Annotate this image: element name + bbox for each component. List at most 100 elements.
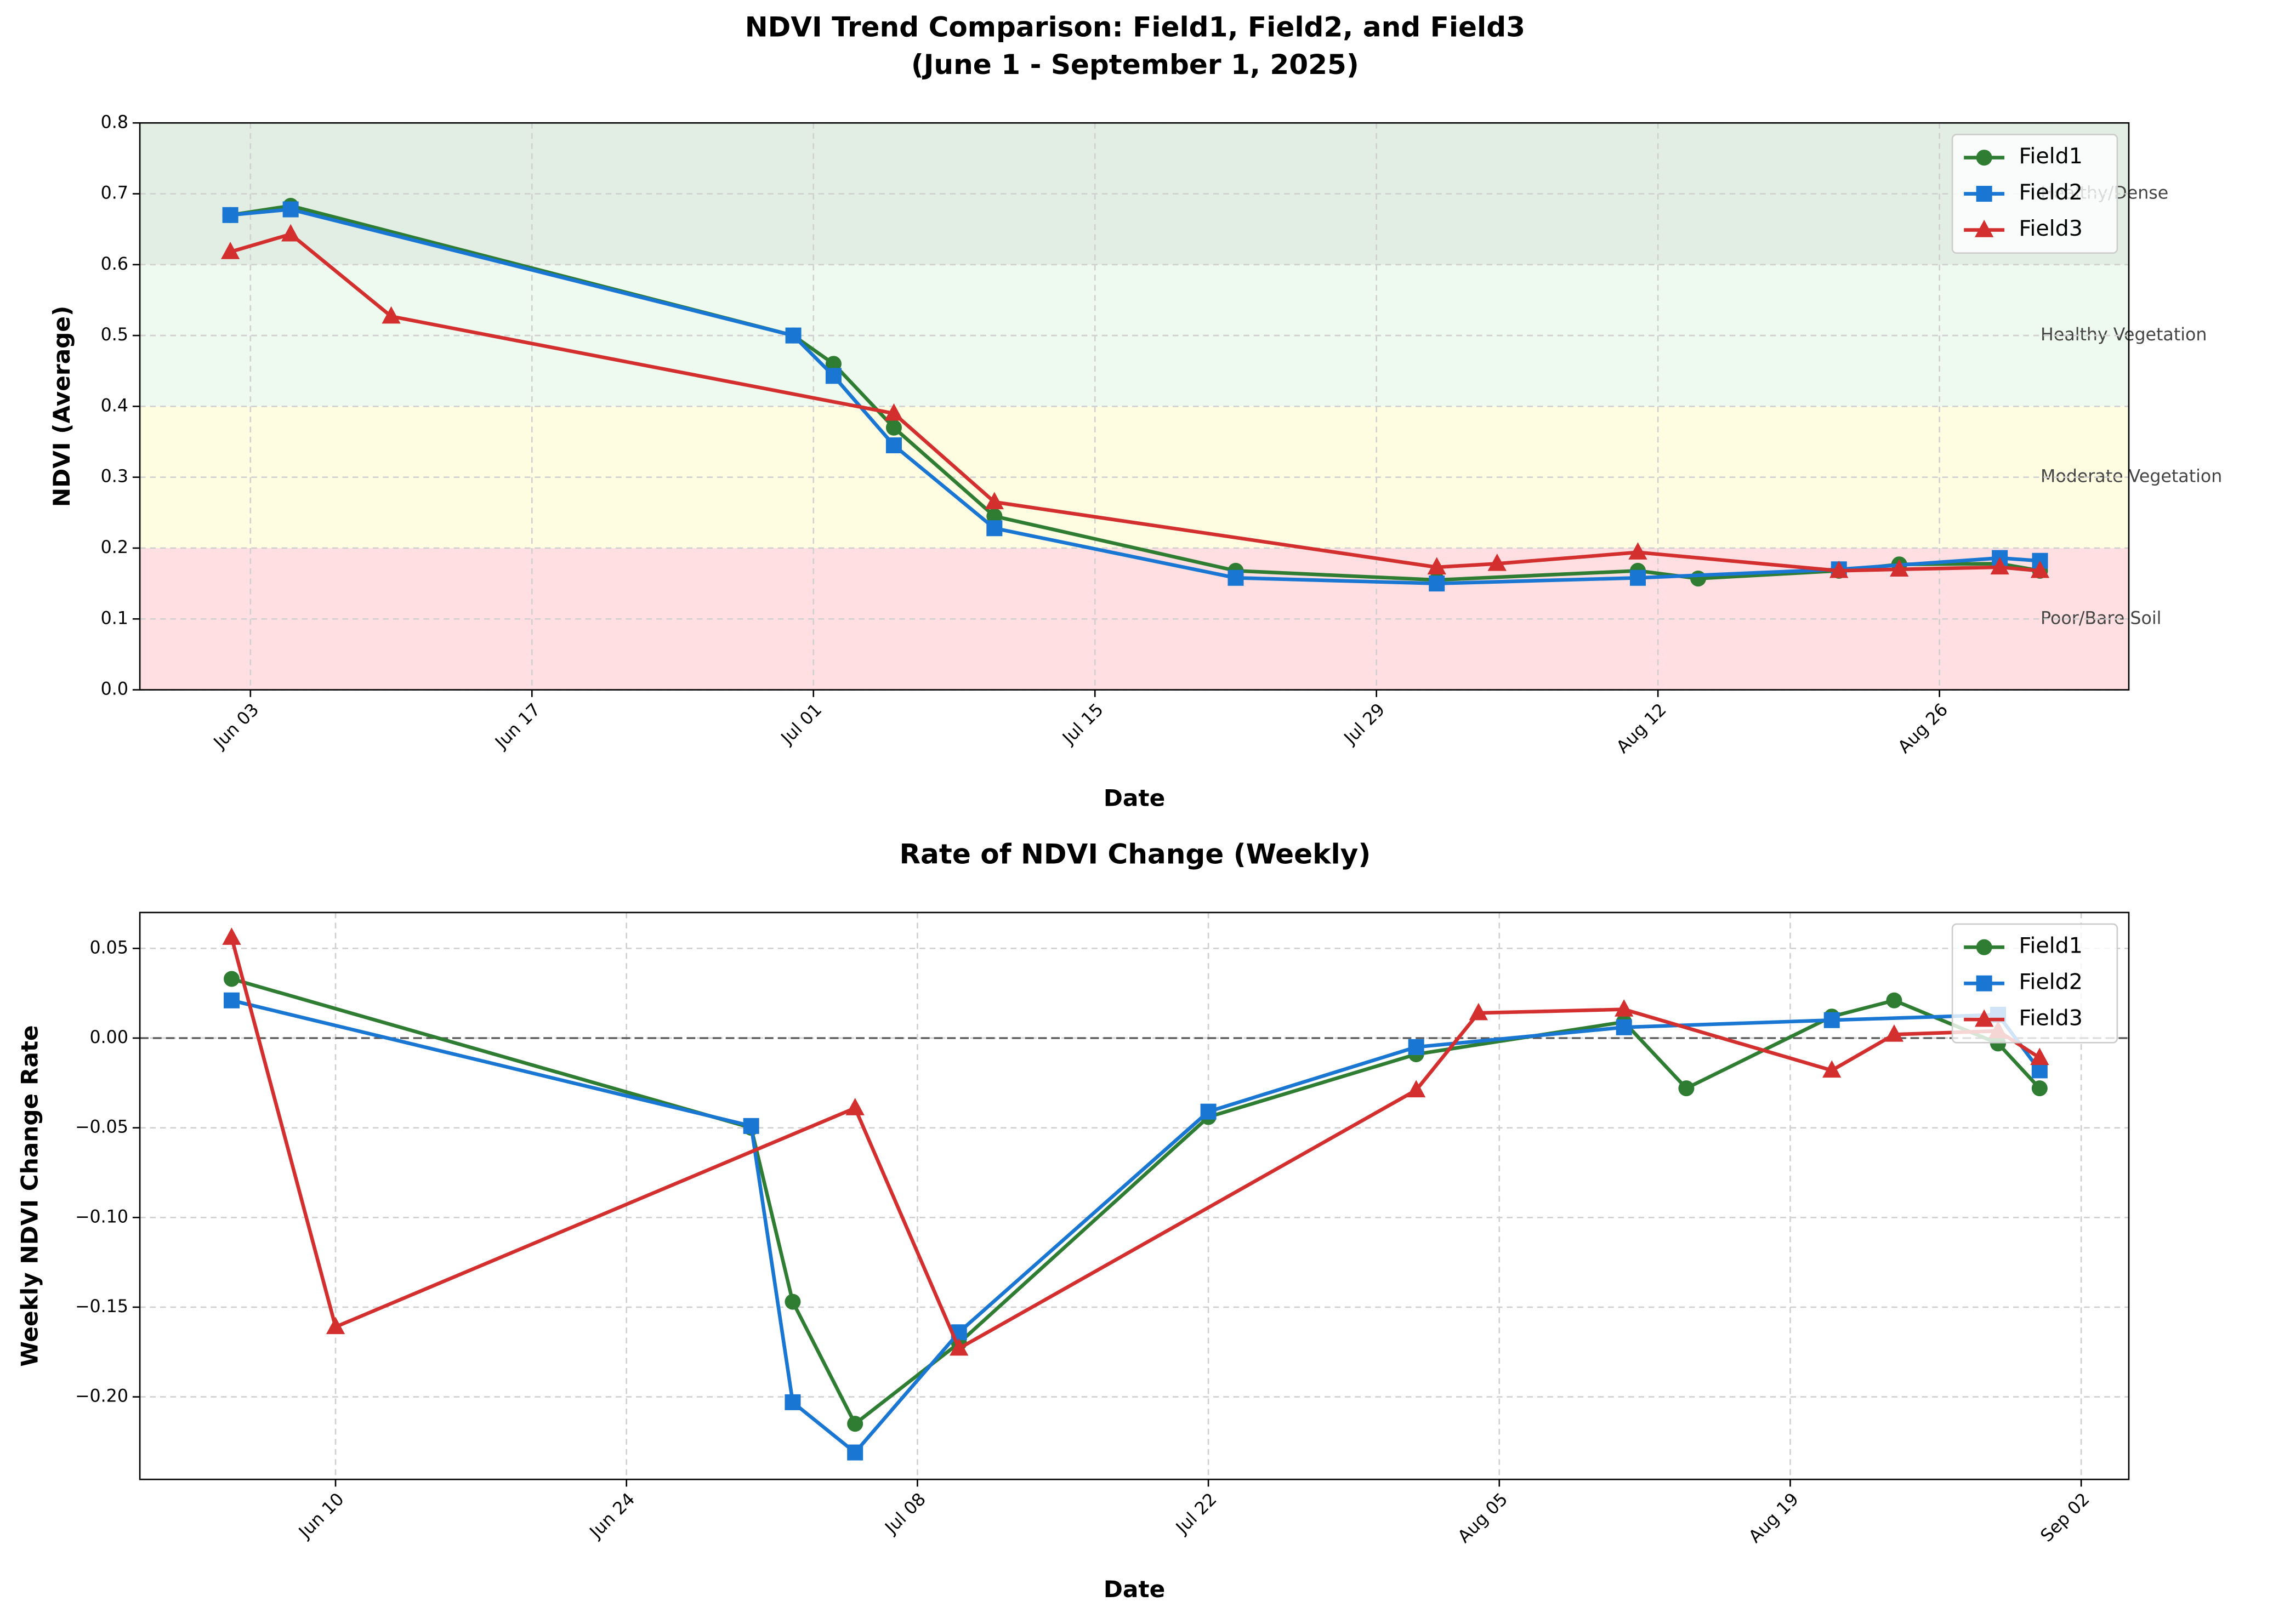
point — [1628, 542, 1647, 560]
point — [1200, 1103, 1217, 1120]
y-axis-label: Weekly NDVI Change Rate — [16, 1025, 43, 1366]
legend-label: Field2 — [2019, 180, 2083, 205]
chart-subtitle: (June 1 - September 1, 2025) — [911, 48, 1359, 81]
point — [847, 1416, 863, 1432]
series — [224, 971, 2048, 1432]
point — [986, 508, 1003, 525]
point — [1429, 575, 1445, 592]
y-tick-label: −0.15 — [75, 1297, 128, 1317]
y-axis-label: NDVI (Average) — [48, 306, 75, 507]
y-tick-label: 0.8 — [101, 112, 128, 132]
point — [224, 971, 240, 987]
legend-marker — [1974, 1009, 1994, 1027]
point — [2031, 1080, 2048, 1097]
plot-frame — [139, 911, 2130, 1480]
point — [224, 992, 240, 1008]
x-tick-label: Jul 22 — [1172, 1489, 1220, 1538]
line — [230, 207, 2041, 585]
y-tick-label: 0.00 — [89, 1028, 128, 1047]
x-tick-label: Aug 12 — [1613, 700, 1670, 757]
y-tick-label: 0.6 — [101, 254, 128, 274]
point — [1990, 557, 2009, 575]
x-axis-label: Date — [1104, 1576, 1165, 1603]
x-tick-label: Jun 10 — [294, 1489, 348, 1542]
point — [885, 437, 902, 454]
point — [2030, 1047, 2049, 1065]
y-tick-label: −0.20 — [75, 1387, 128, 1406]
point — [282, 201, 299, 218]
point — [1487, 553, 1507, 571]
point — [326, 1317, 345, 1335]
point — [1886, 992, 1902, 1008]
point — [845, 1098, 865, 1115]
legend-marker — [1974, 220, 1994, 237]
y-tick-label: −0.10 — [75, 1207, 128, 1227]
x-tick-label: Sep 02 — [2037, 1489, 2093, 1546]
y-tick-label: 0.4 — [101, 396, 128, 415]
point — [1406, 1080, 1426, 1098]
legend-box — [1951, 134, 2118, 254]
line — [231, 999, 2041, 1455]
x-tick-label: Jul 15 — [1058, 700, 1107, 749]
x-tick-label: Jun 17 — [491, 700, 544, 753]
series — [222, 927, 2049, 1356]
y-tick-label: 0.0 — [101, 680, 128, 699]
x-tick-label: Aug 05 — [1454, 1489, 1512, 1547]
point — [785, 1293, 801, 1310]
point — [785, 1394, 801, 1410]
legend-marker — [1976, 939, 1992, 955]
point — [785, 327, 802, 344]
y-tick-label: 0.7 — [101, 184, 128, 203]
series — [220, 224, 2050, 578]
line — [230, 232, 2041, 573]
point — [281, 224, 300, 242]
x-tick-label: Jul 08 — [880, 1489, 929, 1538]
x-axis-label: Date — [1104, 785, 1165, 812]
point — [885, 419, 902, 436]
plot-frame — [139, 122, 2130, 691]
point — [985, 492, 1004, 510]
chart-title: Rate of NDVI Change (Weekly) — [899, 837, 1371, 870]
point — [382, 306, 401, 324]
legend-label: Field1 — [2019, 933, 2083, 959]
point — [222, 207, 238, 223]
point — [1890, 559, 1909, 577]
point — [743, 1118, 759, 1134]
point — [1690, 571, 1707, 587]
point — [220, 242, 240, 259]
point — [1469, 1002, 1488, 1021]
point — [222, 927, 241, 945]
point — [950, 1338, 969, 1356]
legend: Field1 Field2 Field3 — [1951, 134, 2118, 254]
x-tick-label: Jun 03 — [209, 700, 263, 753]
point — [1629, 569, 1646, 586]
point — [825, 368, 842, 384]
legend-marker — [1976, 150, 1992, 166]
line — [230, 937, 2041, 1351]
legend-label: Field2 — [2019, 970, 2083, 995]
chart-title: NDVI Trend Comparison: Field1, Field2, a… — [745, 10, 1525, 43]
point — [1228, 569, 1244, 586]
legend-label: Field3 — [2019, 216, 2083, 241]
y-tick-label: 0.2 — [101, 538, 128, 557]
legend-label: Field3 — [2019, 1006, 2083, 1031]
legend: Field1 Field2 Field3 — [1951, 923, 2118, 1044]
legend-label: Field1 — [2019, 144, 2083, 169]
point — [986, 520, 1003, 537]
point — [2031, 1062, 2048, 1079]
point — [1408, 1039, 1424, 1055]
legend-marker — [1976, 186, 1992, 202]
series — [224, 992, 2048, 1461]
point — [884, 403, 903, 421]
point — [1616, 1019, 1632, 1035]
x-tick-label: Aug 19 — [1745, 1489, 1803, 1547]
point — [1822, 1060, 1842, 1078]
x-tick-label: Aug 26 — [1894, 700, 1952, 757]
point — [847, 1444, 863, 1461]
x-tick-label: Jul 29 — [1340, 700, 1389, 749]
y-tick-label: 0.3 — [101, 467, 128, 487]
point — [1884, 1024, 1904, 1042]
band-label: Moderate Vegetation — [2041, 467, 2222, 487]
point — [1615, 999, 1634, 1017]
